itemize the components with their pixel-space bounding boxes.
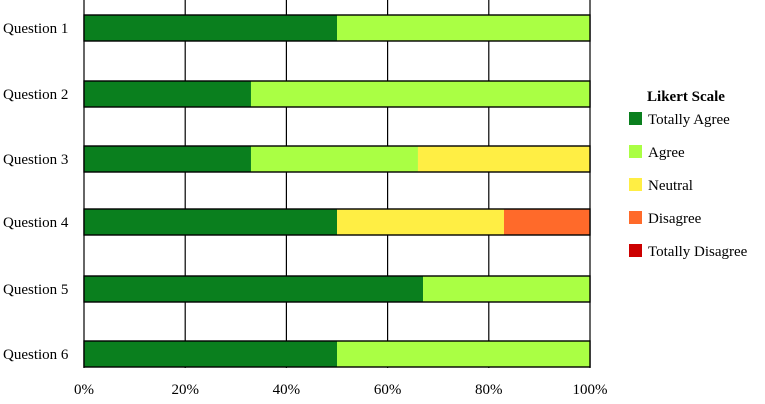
legend-label: Disagree xyxy=(648,211,702,227)
bar-segment xyxy=(250,146,418,172)
legend-swatch xyxy=(629,178,642,191)
x-tick-labels: 0% 20% 40% 60% 80% 100% xyxy=(74,382,608,398)
x-tick-label: 20% xyxy=(171,382,199,398)
bar-outline xyxy=(83,208,591,236)
category-label: Question 6 xyxy=(3,347,69,363)
category-label: Question 3 xyxy=(3,152,68,168)
bar-segment xyxy=(503,209,590,235)
category-label: Question 2 xyxy=(3,87,68,103)
bar-segment xyxy=(417,146,590,172)
bar-segment xyxy=(423,276,590,302)
category-labels: Question 1 Question 2 Question 3 Question 4… xyxy=(3,21,69,363)
category-label: Question 5 xyxy=(3,282,68,298)
legend-swatch xyxy=(629,112,642,125)
category-label: Question 4 xyxy=(3,215,69,231)
legend-swatch xyxy=(629,211,642,224)
bar-outline xyxy=(83,275,591,303)
bar-segment xyxy=(84,276,424,302)
bar-segment xyxy=(337,341,590,367)
bar-segment xyxy=(84,209,337,235)
x-tick-label: 60% xyxy=(374,382,402,398)
legend-label: Agree xyxy=(648,145,685,161)
bar-segment xyxy=(250,81,591,107)
legend-swatch xyxy=(629,145,642,158)
bar-outline xyxy=(83,80,591,108)
legend-label: Neutral xyxy=(648,178,693,194)
legend-title: Likert Scale xyxy=(647,89,725,105)
legend-swatch xyxy=(629,244,642,257)
category-label: Question 1 xyxy=(3,21,68,37)
x-tick-label: 80% xyxy=(475,382,503,398)
bar-segment xyxy=(84,15,337,41)
bar-outline xyxy=(83,14,591,42)
x-tick-label: 0% xyxy=(74,382,94,398)
legend: Likert Scale Totally Agree Agree Neutral Di… xyxy=(629,89,748,260)
x-tick-label: 100% xyxy=(573,382,608,398)
bar-segment xyxy=(337,15,590,41)
bar-segment xyxy=(84,341,337,367)
bars xyxy=(83,14,591,368)
bar-outline xyxy=(83,340,591,368)
bar-segment xyxy=(84,81,251,107)
bar-segment xyxy=(337,209,504,235)
legend-label: Totally Disagree xyxy=(648,244,748,260)
x-tick-label: 40% xyxy=(273,382,301,398)
grid-lines xyxy=(83,0,591,368)
bar-segment xyxy=(84,146,251,172)
legend-label: Totally Agree xyxy=(648,112,730,128)
bar-outline xyxy=(83,145,591,173)
